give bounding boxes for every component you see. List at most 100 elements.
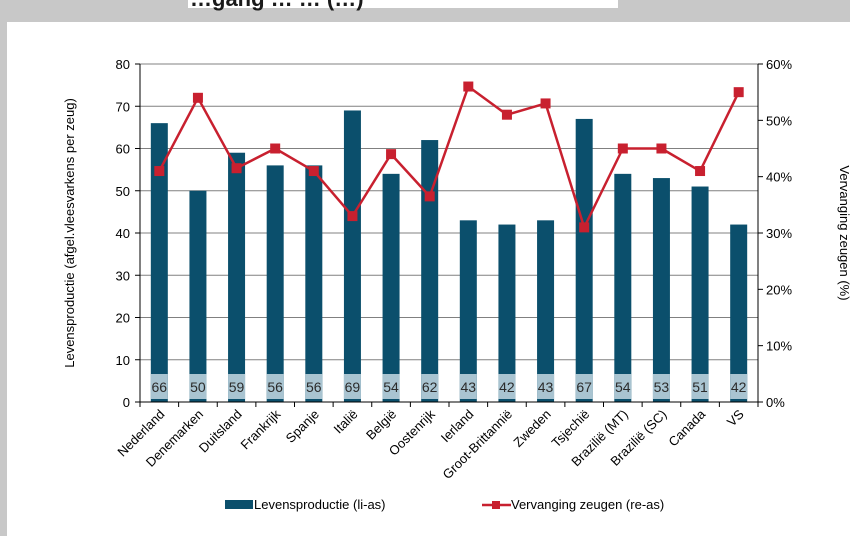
bar-label-band [730, 374, 748, 399]
bar [652, 178, 670, 402]
replacement-point [231, 163, 242, 174]
replacement-point [270, 143, 281, 154]
bar [382, 173, 400, 402]
replacement-point [347, 211, 358, 222]
replacement-point [192, 92, 203, 103]
bar-value-label: 56 [267, 379, 283, 395]
bar-value-label: 42 [499, 379, 515, 395]
bar-label-band [691, 374, 709, 399]
bar [730, 224, 748, 402]
bar-label-band [575, 374, 593, 399]
bar-value-label: 50 [190, 379, 206, 395]
bar-label-band [228, 374, 246, 399]
replacement-point [386, 149, 397, 160]
category-label: België [363, 407, 399, 443]
bar [691, 186, 709, 402]
chart-title: …gang … … (…) [190, 0, 364, 12]
y2-tick-label: 60% [766, 57, 792, 72]
replacement-point [617, 143, 628, 154]
bar-value-label: 42 [731, 379, 747, 395]
y-tick-label: 40 [116, 226, 130, 241]
replacement-point [424, 191, 435, 202]
bar-value-label: 43 [538, 379, 554, 395]
replacement-point [695, 166, 706, 177]
category-label: Duitsland [196, 407, 245, 456]
bar-label-band [537, 374, 555, 399]
replacement-point [579, 222, 590, 233]
bar-value-label: 59 [229, 379, 245, 395]
bar-value-label: 56 [306, 379, 322, 395]
category-label: Italië [331, 407, 361, 437]
bar [537, 220, 555, 402]
category-label: Zweden [510, 407, 553, 450]
bar-label-band [189, 374, 207, 399]
bar [150, 123, 168, 403]
bar [266, 165, 284, 402]
y2-tick-label: 10% [766, 339, 792, 354]
legend-bar-swatch [225, 500, 253, 509]
bar-label-band [498, 374, 516, 399]
y2-tick-label: 20% [766, 282, 792, 297]
right-axis-ticks: 0% 10% 20% 30% 40% 50% 60% [758, 57, 792, 410]
bar [343, 110, 361, 402]
bar [228, 152, 246, 402]
legend-line-label: Vervanging zeugen (re-as) [511, 497, 664, 512]
bars [150, 110, 748, 403]
y-tick-label: 50 [116, 184, 130, 199]
y-tick-label: 20 [116, 311, 130, 326]
y-tick-label: 80 [116, 57, 130, 72]
replacement-point [540, 98, 551, 109]
y2-tick-label: 0% [766, 395, 785, 410]
bar-label-band [150, 374, 168, 399]
bar-label-band [382, 374, 400, 399]
bar-label-band [614, 374, 632, 399]
bar-value-label: 54 [615, 379, 631, 395]
bar-value-label: 67 [576, 379, 592, 395]
category-label: Spanje [283, 407, 322, 446]
category-label: Frankrijk [237, 406, 283, 452]
replacement-point [463, 81, 474, 92]
y2-tick-label: 40% [766, 170, 792, 185]
left-axis-ticks: 0 10 20 30 40 50 60 70 80 [116, 57, 140, 410]
replacement-line [154, 81, 744, 233]
y2-tick-label: 50% [766, 113, 792, 128]
legend: Levensproductie (li-as) Vervanging zeuge… [225, 497, 664, 512]
category-label: Canada [665, 406, 708, 449]
right-axis-title: Vervanging zeugen (%) [837, 165, 850, 300]
y2-tick-label: 30% [766, 226, 792, 241]
bar-value-label: 54 [383, 379, 399, 395]
y-tick-label: 70 [116, 99, 130, 114]
replacement-point [656, 143, 667, 154]
bar-value-label: 66 [152, 379, 168, 395]
replacement-point [733, 87, 744, 98]
bar-label-band [421, 374, 439, 399]
bar-value-label: 43 [461, 379, 477, 395]
category-label: Groot-Brittannië [440, 407, 515, 482]
replacement-point [501, 109, 512, 120]
category-label: VS [724, 406, 747, 429]
data-label-band [150, 374, 748, 399]
bar [614, 173, 632, 402]
bar [575, 118, 593, 403]
bar-value-label: 53 [654, 379, 670, 395]
bar [421, 140, 439, 403]
bar-label-band [343, 374, 361, 399]
legend-line-marker [492, 501, 500, 509]
replacement-point [308, 166, 319, 177]
bar-value-label: 62 [422, 379, 438, 395]
bar [189, 190, 207, 402]
bar-label-band [459, 374, 477, 399]
title-box [188, 0, 618, 8]
left-axis-title: Levensproductie (afgel.vleesvarkens per … [62, 98, 77, 368]
y-tick-label: 0 [123, 395, 130, 410]
bar-label-band [266, 374, 284, 399]
bar [498, 224, 516, 402]
replacement-point [154, 166, 165, 177]
y-tick-label: 30 [116, 268, 130, 283]
bar-label-band [305, 374, 323, 399]
bar-value-label: 51 [692, 379, 708, 395]
bar [305, 165, 323, 402]
y-tick-label: 10 [116, 353, 130, 368]
